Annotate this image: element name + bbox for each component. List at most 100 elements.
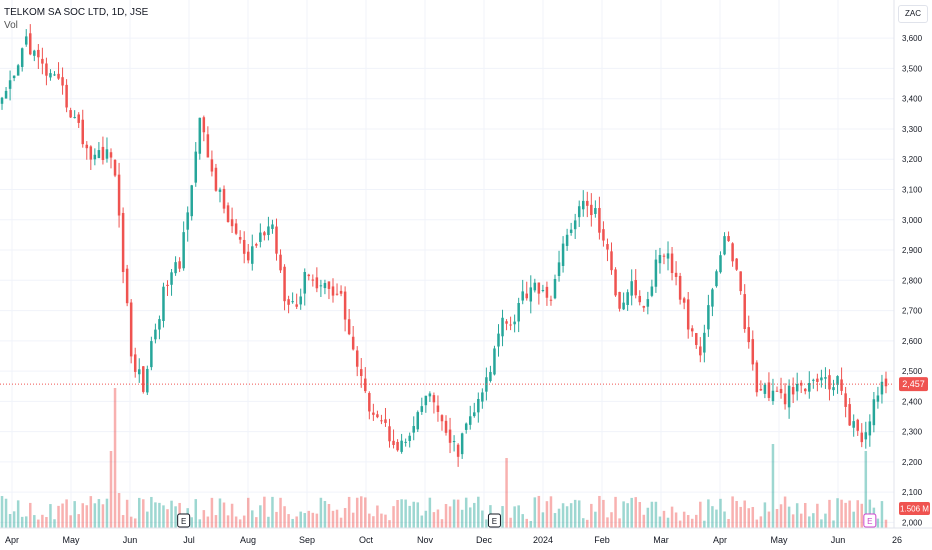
candle-body — [396, 441, 399, 451]
volume-bar — [485, 519, 488, 528]
volume-bar — [335, 509, 339, 528]
volume-bar — [226, 515, 230, 528]
volume-bar — [553, 513, 557, 528]
candle-body — [368, 393, 371, 412]
volume-bar — [4, 498, 8, 528]
volume-bar — [864, 451, 868, 528]
x-tick-label: Jun — [123, 535, 138, 545]
candle-body — [509, 324, 512, 326]
volume-bar — [654, 501, 658, 528]
volume-bar — [166, 509, 169, 528]
earnings-icon[interactable] — [487, 513, 501, 528]
volume-bar — [412, 501, 415, 528]
volume-bar — [428, 497, 432, 528]
volume-bar — [109, 451, 113, 528]
volume-bar — [396, 499, 399, 528]
candle-body — [271, 224, 274, 229]
candle-body — [497, 333, 500, 347]
price-axis-bg[interactable] — [894, 0, 932, 536]
symbol-title[interactable]: TELKOM SA SOC LTD, 1D, JSE — [4, 7, 149, 18]
candle-body — [343, 291, 347, 320]
time-axis-bg[interactable] — [0, 528, 932, 550]
volume-bar — [844, 502, 847, 528]
volume-bar — [787, 506, 791, 528]
x-tick-label: May — [62, 535, 80, 545]
candle-body — [49, 73, 52, 78]
candle-body — [658, 255, 662, 264]
volume-bar — [24, 516, 28, 528]
volume-bar — [142, 499, 145, 528]
candle-body — [133, 354, 137, 372]
candle-body — [331, 286, 335, 296]
earnings-icon[interactable] — [177, 513, 191, 528]
candle-body — [20, 48, 24, 67]
candle-body — [646, 299, 650, 307]
candle-body — [541, 289, 545, 291]
candle-body — [602, 229, 605, 241]
candle-body — [452, 441, 456, 443]
candle-body — [404, 441, 407, 443]
candle-body — [670, 253, 674, 274]
volume-bar — [242, 515, 246, 528]
volume-bar — [771, 444, 775, 528]
volume-bar — [380, 513, 383, 528]
volume-bar — [618, 518, 621, 528]
candle-body — [33, 50, 36, 56]
x-tick-label: Nov — [417, 535, 434, 545]
candle-body — [299, 296, 302, 305]
y-tick-label: 2,500 — [902, 367, 923, 376]
volume-bar — [699, 501, 702, 528]
candle-body — [121, 212, 125, 273]
candle-body — [727, 236, 730, 242]
volume-indicator-label[interactable]: Vol — [4, 20, 18, 31]
candle-body — [222, 188, 226, 209]
candle-body — [214, 167, 218, 191]
y-tick-label: 2,100 — [902, 488, 923, 497]
volume-bar — [101, 504, 105, 528]
candle-body — [335, 293, 339, 295]
volume-bar — [53, 519, 56, 528]
volume-bar — [533, 497, 537, 528]
volume-bar — [416, 502, 420, 528]
x-tick-label: May — [770, 535, 788, 545]
volume-bar — [884, 519, 888, 528]
candle-body — [505, 321, 508, 324]
y-tick-label: 2,200 — [902, 458, 923, 467]
volume-bar — [840, 499, 843, 528]
volume-bar — [125, 499, 129, 528]
candle-body — [820, 377, 823, 381]
volume-bar — [763, 502, 767, 528]
volume-bars — [0, 388, 888, 528]
volume-bar — [432, 512, 436, 528]
volume-bar — [388, 520, 391, 528]
volume-bar — [392, 506, 395, 528]
candle-body — [573, 220, 577, 230]
volume-bar — [376, 505, 379, 528]
earnings-icon[interactable] — [863, 513, 877, 528]
volume-bar — [77, 514, 80, 528]
candle-body — [747, 327, 750, 343]
x-tick-label: Sep — [299, 535, 315, 545]
candle-body — [860, 432, 864, 443]
last-volume-label: 1.506 M — [900, 505, 929, 514]
y-axis-ticks: 2,000 2,100 2,200 2,300 2,400 2,500 2,600 2,700… — [902, 34, 923, 527]
candle-body — [259, 232, 262, 242]
candle-body — [202, 117, 206, 133]
volume-bar — [400, 499, 403, 528]
volume-bar — [65, 499, 68, 528]
candle-body — [481, 392, 484, 402]
volume-bar — [642, 514, 646, 528]
volume-bar — [860, 503, 864, 528]
volume-bar — [287, 514, 290, 528]
volume-bar — [590, 503, 593, 528]
candle-body — [473, 412, 476, 417]
currency-badge[interactable]: ZAC — [898, 5, 928, 23]
volume-bar — [880, 501, 884, 528]
candle-body — [16, 65, 20, 76]
volume-bar — [117, 493, 121, 528]
x-tick-label: Apr — [713, 535, 727, 545]
y-tick-label: 2,700 — [902, 307, 923, 316]
candle-body — [795, 384, 799, 392]
